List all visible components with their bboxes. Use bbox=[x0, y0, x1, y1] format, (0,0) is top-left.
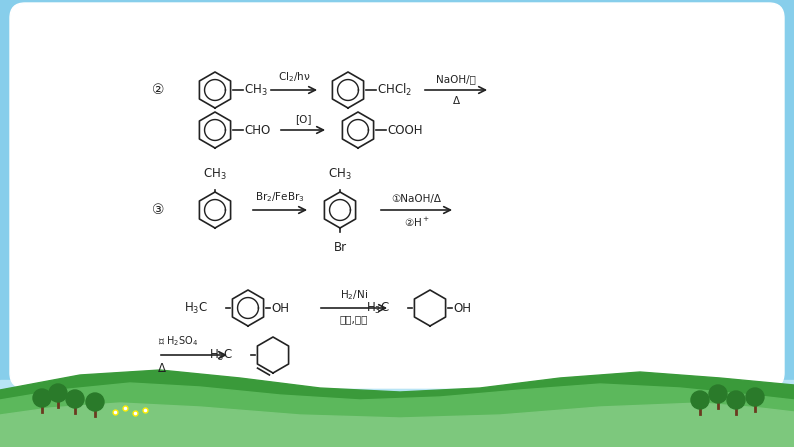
Text: ①NaOH/Δ: ①NaOH/Δ bbox=[391, 194, 441, 204]
Circle shape bbox=[709, 385, 727, 403]
Text: Br$_2$/FeBr$_3$: Br$_2$/FeBr$_3$ bbox=[255, 190, 305, 204]
Text: H$_3$C: H$_3$C bbox=[366, 300, 390, 316]
Polygon shape bbox=[0, 383, 794, 447]
Text: CH$_3$: CH$_3$ bbox=[244, 82, 268, 97]
Circle shape bbox=[86, 393, 104, 411]
Polygon shape bbox=[0, 370, 794, 447]
Text: 高温,高压: 高温,高压 bbox=[340, 314, 368, 324]
Text: [O]: [O] bbox=[295, 114, 311, 124]
Circle shape bbox=[691, 391, 709, 409]
Text: H$_3$C: H$_3$C bbox=[184, 300, 208, 316]
Text: CHCl$_2$: CHCl$_2$ bbox=[377, 82, 412, 98]
Circle shape bbox=[727, 391, 745, 409]
Text: H$_3$C: H$_3$C bbox=[209, 347, 233, 363]
Text: Δ: Δ bbox=[158, 362, 166, 375]
Text: NaOH/水: NaOH/水 bbox=[436, 74, 476, 84]
Circle shape bbox=[66, 390, 84, 408]
Text: CHO: CHO bbox=[244, 123, 270, 136]
Text: OH: OH bbox=[271, 301, 289, 315]
Polygon shape bbox=[0, 403, 794, 447]
Text: H$_2$/Ni: H$_2$/Ni bbox=[340, 288, 368, 302]
Text: COOH: COOH bbox=[387, 123, 422, 136]
Text: ③: ③ bbox=[152, 203, 164, 217]
Text: Br: Br bbox=[333, 241, 346, 254]
Text: Cl$_2$/hν: Cl$_2$/hν bbox=[278, 70, 310, 84]
Circle shape bbox=[33, 389, 51, 407]
Text: Δ: Δ bbox=[453, 96, 460, 106]
Text: OH: OH bbox=[453, 301, 471, 315]
FancyBboxPatch shape bbox=[10, 3, 784, 388]
Text: CH$_3$: CH$_3$ bbox=[203, 167, 227, 182]
Circle shape bbox=[49, 384, 67, 402]
Text: 浓 H$_2$SO$_4$: 浓 H$_2$SO$_4$ bbox=[158, 334, 198, 348]
Text: ②H$^+$: ②H$^+$ bbox=[403, 216, 430, 229]
Bar bbox=[0, 380, 794, 447]
Text: ②: ② bbox=[152, 83, 164, 97]
Text: CH$_3$: CH$_3$ bbox=[328, 167, 352, 182]
Circle shape bbox=[746, 388, 764, 406]
